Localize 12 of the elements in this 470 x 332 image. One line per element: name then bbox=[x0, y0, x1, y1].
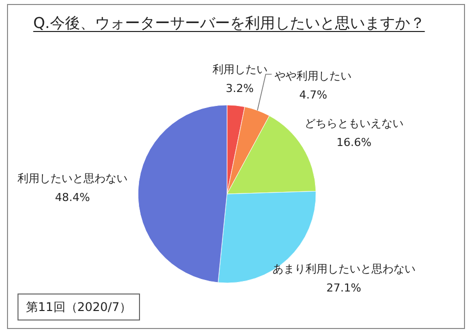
data-label: 4.7% bbox=[299, 88, 328, 102]
slice-label: 利用したい bbox=[212, 62, 268, 76]
text: 第11回（2020/7） bbox=[26, 300, 132, 314]
data-label: 3.2% bbox=[226, 82, 254, 95]
data-label: 16.6% bbox=[336, 136, 372, 150]
slice-label: 利用したいと思わない bbox=[18, 172, 128, 186]
slice-label: あまり利用したいと思わない bbox=[272, 262, 416, 276]
data-label: 27.1% bbox=[326, 282, 362, 295]
slice-label: やや利用したい bbox=[274, 69, 352, 82]
data-label: 48.4% bbox=[55, 191, 90, 204]
slice-label: どちらともいえない bbox=[304, 117, 404, 130]
chart-title: Q.今後、ウォーターサーバーを利用したいと思いますか？ bbox=[33, 14, 425, 32]
